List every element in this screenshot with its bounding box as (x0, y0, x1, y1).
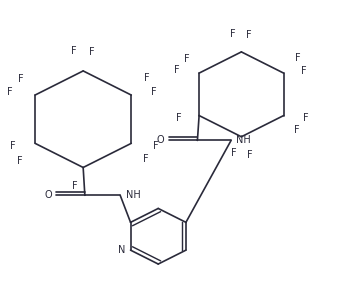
Text: F: F (231, 148, 237, 158)
Text: F: F (246, 30, 252, 40)
Text: F: F (17, 156, 22, 166)
Text: O: O (156, 136, 164, 146)
Text: F: F (184, 54, 189, 64)
Text: F: F (153, 141, 159, 151)
Text: F: F (301, 66, 307, 76)
Text: F: F (18, 74, 24, 84)
Text: F: F (89, 47, 95, 57)
Text: F: F (9, 141, 15, 151)
Text: F: F (71, 46, 76, 56)
Text: F: F (72, 181, 77, 191)
Text: F: F (230, 29, 236, 39)
Text: NH: NH (237, 136, 251, 146)
Text: N: N (118, 245, 126, 255)
Text: F: F (176, 113, 182, 123)
Text: O: O (44, 190, 52, 200)
Text: F: F (144, 73, 150, 83)
Text: F: F (143, 154, 148, 164)
Text: F: F (247, 150, 253, 160)
Text: F: F (303, 113, 309, 123)
Text: F: F (174, 65, 179, 75)
Text: NH: NH (126, 190, 140, 200)
Text: F: F (295, 53, 300, 63)
Text: F: F (293, 125, 299, 135)
Text: F: F (7, 87, 13, 97)
Text: F: F (151, 87, 157, 97)
